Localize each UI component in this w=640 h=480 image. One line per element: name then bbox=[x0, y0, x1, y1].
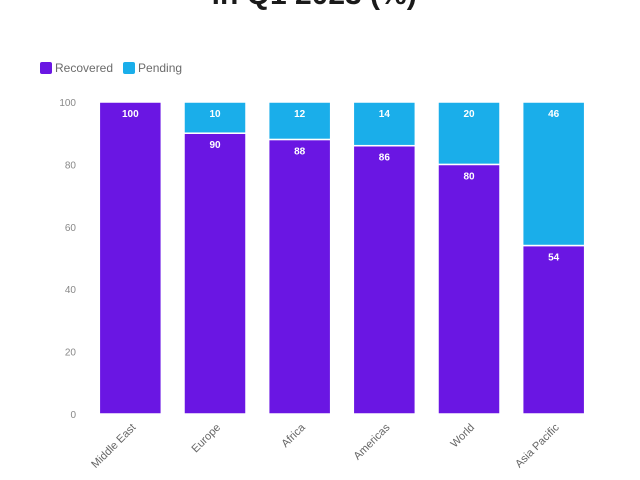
bar-recovered[interactable] bbox=[352, 144, 417, 415]
legend-swatch-recovered bbox=[40, 62, 52, 74]
bar-recovered[interactable] bbox=[267, 138, 332, 415]
data-label: 88 bbox=[294, 146, 306, 157]
data-label: 86 bbox=[379, 153, 391, 164]
bar-pending[interactable] bbox=[267, 101, 332, 141]
y-tick-label: 40 bbox=[65, 285, 77, 296]
legend-item-recovered[interactable]: Recovered bbox=[40, 61, 113, 75]
legend-label-recovered: Recovered bbox=[55, 61, 114, 75]
bar-pending[interactable] bbox=[352, 101, 417, 147]
y-tick-label: 0 bbox=[70, 410, 76, 421]
data-label: 20 bbox=[463, 109, 475, 120]
y-tick-label: 60 bbox=[65, 223, 77, 234]
x-category-label: Middle East bbox=[89, 422, 138, 471]
bar-recovered[interactable] bbox=[98, 101, 163, 415]
y-tick-label: 80 bbox=[65, 160, 77, 171]
bar-pending[interactable] bbox=[521, 101, 586, 247]
legend: Recovered Pending bbox=[40, 61, 182, 75]
bar-recovered[interactable] bbox=[521, 244, 586, 415]
data-label: 80 bbox=[463, 171, 475, 182]
data-label: 14 bbox=[379, 109, 391, 120]
data-label: 12 bbox=[294, 109, 306, 120]
data-label: 46 bbox=[548, 109, 560, 120]
x-category-label: Asia Pacific bbox=[513, 421, 562, 470]
data-label: 90 bbox=[209, 140, 221, 151]
bar-recovered[interactable] bbox=[183, 132, 247, 415]
x-category-label: World bbox=[448, 422, 477, 451]
x-category-label: Europe bbox=[190, 422, 224, 456]
bar-pending[interactable] bbox=[183, 101, 247, 134]
bar-pending[interactable] bbox=[437, 101, 501, 166]
legend-label-pending: Pending bbox=[138, 61, 183, 75]
chart-title: in Q1 2023 (%)* bbox=[0, 0, 640, 12]
legend-swatch-pending bbox=[123, 62, 136, 74]
bar-recovered[interactable] bbox=[437, 163, 501, 415]
data-label: 54 bbox=[548, 253, 560, 264]
y-tick-label: 20 bbox=[65, 348, 77, 359]
y-tick-label: 100 bbox=[59, 98, 76, 109]
x-category-label: Africa bbox=[279, 421, 308, 450]
data-label: 100 bbox=[122, 109, 139, 120]
x-category-label: Americas bbox=[352, 421, 393, 462]
data-label: 10 bbox=[209, 109, 221, 120]
legend-item-pending[interactable]: Pending bbox=[123, 61, 182, 75]
